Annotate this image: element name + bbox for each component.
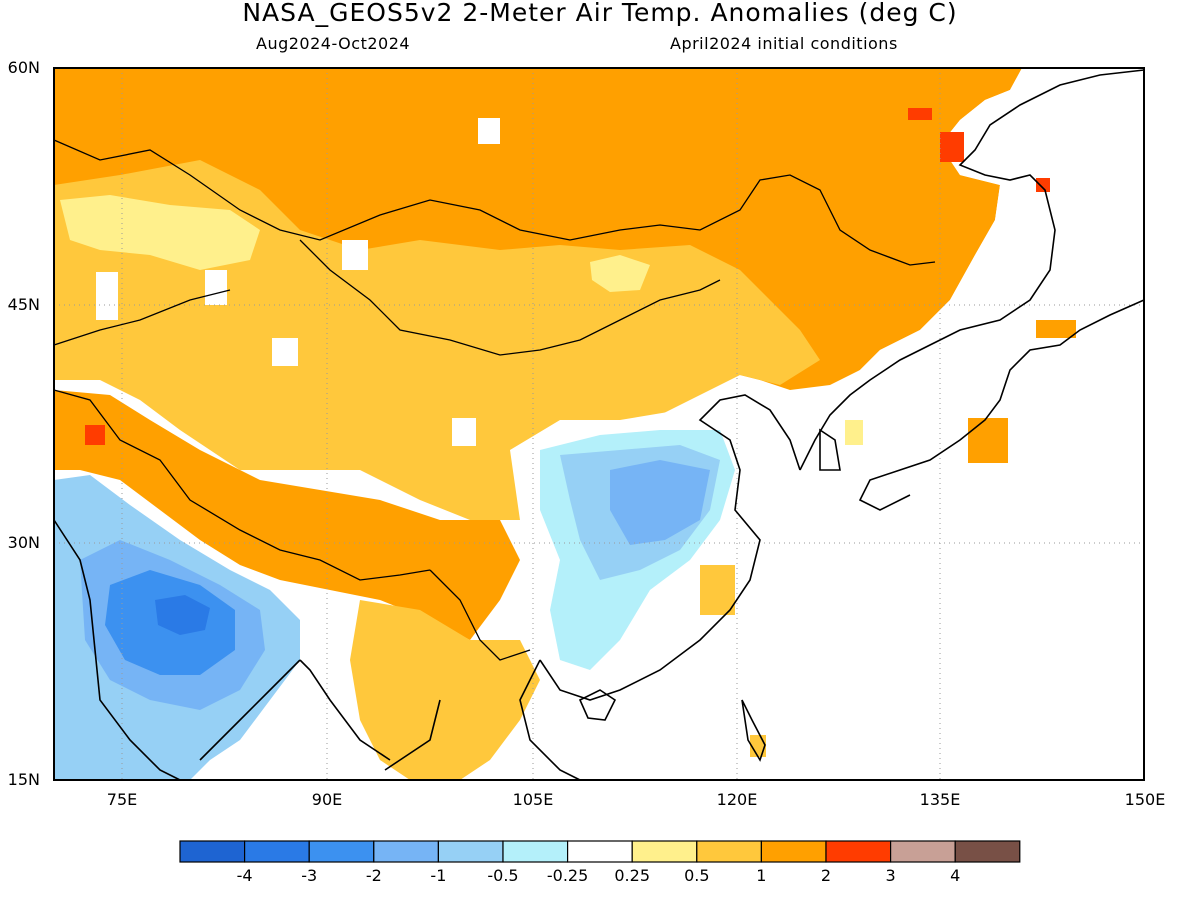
- anomaly-gap-4: [342, 240, 368, 270]
- colorbar-tick-label: 0.25: [614, 866, 650, 885]
- map-title: NASA_GEOS5v2 2-Meter Air Temp. Anomalies…: [242, 0, 958, 27]
- anomaly-gap-6: [205, 270, 227, 305]
- colorbar-tick-label: 2: [820, 866, 832, 885]
- colorbar-swatch: [308, 840, 375, 863]
- lon-label-90e: 90E: [311, 790, 343, 809]
- colorbar-swatch: [244, 840, 310, 863]
- lat-label-30n: 30N: [7, 533, 40, 552]
- anomaly-region-east-china-core: [610, 460, 710, 545]
- colorbar-tick-label: -0.25: [546, 866, 589, 885]
- colorbar-swatch: [437, 840, 504, 863]
- grid-lines: [54, 68, 1144, 780]
- anomaly-gap-3: [272, 338, 298, 366]
- colorbar-tick-label: 1: [756, 866, 767, 885]
- colorbar-swatch: [566, 840, 633, 863]
- colorbar-tick-label: -2: [365, 866, 382, 885]
- colorbar-swatch: [889, 840, 956, 863]
- colorbar-swatch: [631, 840, 698, 863]
- lon-label-120e: 120E: [716, 790, 758, 809]
- country-borders: [53, 139, 936, 661]
- anomaly-spot-red-3: [85, 425, 105, 445]
- colorbar-tick-label: -3: [301, 866, 318, 885]
- forecast-period: Aug2024-Oct2024: [256, 34, 411, 53]
- anomaly-region-mongolia-patch: [590, 255, 650, 292]
- colorbar-tick-label: 3: [885, 866, 896, 885]
- colorbar-swatch: [825, 840, 892, 863]
- anomaly-gap-1: [478, 118, 500, 144]
- lon-label-105e: 105E: [512, 790, 554, 809]
- colorbar-tick-label: 0.5: [684, 866, 710, 885]
- anomaly-region-india-peak: [155, 595, 210, 635]
- anomaly-region-japan: [730, 68, 1144, 780]
- colorbar: [179, 840, 1021, 863]
- anomaly-spot-red-1: [908, 108, 932, 120]
- lon-label-135e: 135E: [919, 790, 961, 809]
- colorbar-swatch: [696, 840, 762, 863]
- coastlines: [53, 69, 1145, 781]
- colorbar-swatch: [954, 840, 1021, 863]
- anomaly-gap-5: [452, 418, 476, 446]
- colorbar-swatch: [502, 840, 569, 863]
- anomaly-spot-yellow-2: [700, 565, 735, 615]
- colorbar-tick-label: -1: [430, 866, 447, 885]
- anomaly-spot-red-2: [940, 132, 964, 162]
- anomaly-region-southeast-asia: [350, 600, 540, 780]
- lat-label-45n: 45N: [7, 295, 40, 314]
- plot-frame: [53, 67, 1145, 781]
- anomaly-spot-japan-2: [968, 418, 1008, 463]
- lat-label-15n: 15N: [7, 770, 40, 789]
- colorbar-swatch: [179, 840, 246, 863]
- colorbar-swatch: [760, 840, 827, 863]
- colorbar-tick-label: -0.5: [487, 866, 519, 885]
- anomaly-region-kazakhstan: [60, 195, 260, 270]
- lon-label-150e: 150E: [1124, 790, 1166, 809]
- anomaly-region-tibet: [54, 390, 520, 640]
- lon-label-75e: 75E: [106, 790, 138, 809]
- colorbar-tick-label: 4: [950, 866, 961, 885]
- colorbar-swatch: [373, 840, 439, 863]
- lat-label-60n: 60N: [7, 58, 40, 77]
- initial-conditions: April2024 initial conditions: [670, 34, 898, 53]
- anomaly-spot-red-4: [1036, 178, 1050, 192]
- anomaly-spot-yellow-1: [845, 420, 863, 445]
- anomaly-gap-2: [96, 272, 118, 320]
- colorbar-tick-label: -4: [236, 866, 253, 885]
- anomaly-spot-japan-1: [1036, 320, 1076, 338]
